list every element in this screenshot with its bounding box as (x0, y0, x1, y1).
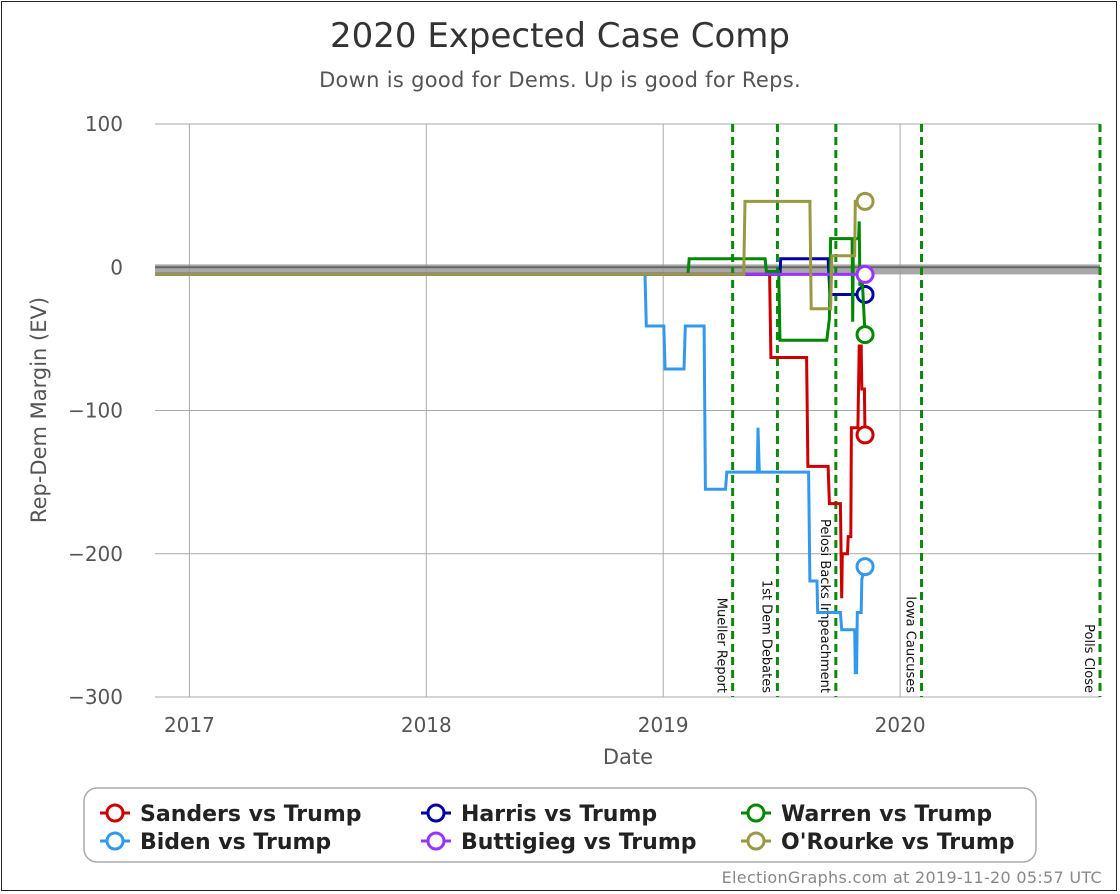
y-tick-label: 100 (85, 112, 123, 136)
legend-swatch-marker (105, 831, 125, 851)
y-tick-label: −100 (68, 399, 123, 423)
series-line (155, 257, 865, 296)
x-axis-label: Date (603, 745, 653, 769)
x-tick-label: 2020 (875, 713, 926, 737)
y-tick-label: 0 (110, 255, 123, 279)
legend: Sanders vs Trump Harris vs Trump Warren vs… (83, 787, 1037, 863)
legend-label: Buttigieg vs Trump (461, 830, 697, 855)
series-end-marker (855, 191, 875, 211)
series-line (155, 221, 867, 342)
legend-label: Biden vs Trump (140, 830, 331, 855)
chart-title: 2020 Expected Case Comp (330, 16, 790, 56)
legend-swatch-marker (746, 831, 766, 851)
event-label: Polls Close (1081, 624, 1096, 693)
legend-label: Harris vs Trump (461, 802, 657, 827)
credit-text: ElectionGraphs.com at 2019-11-20 05:57 U… (722, 868, 1102, 887)
y-axis-label: Rep-Dem Margin (EV) (27, 297, 51, 523)
series-end-marker (855, 557, 875, 577)
event-markers: Mueller Report 1st Dem Debates Pelosi Back… (714, 124, 1102, 697)
legend-swatch-marker (426, 831, 446, 851)
series-lines (155, 191, 875, 675)
legend-label: Warren vs Trump (781, 802, 992, 827)
legend-box (83, 787, 1037, 863)
event-label: Pelosi Backs Impeachment (817, 519, 832, 693)
series-end-marker (855, 425, 875, 445)
x-tick-label: 2019 (638, 713, 689, 737)
x-tick-label: 2018 (401, 713, 452, 737)
y-tick-label: −200 (68, 542, 123, 566)
series-line (155, 199, 865, 311)
series-line (155, 272, 867, 599)
event-label: Iowa Caucuses (903, 596, 918, 693)
series-end-marker (855, 325, 875, 345)
event-label: 1st Dem Debates (758, 580, 773, 693)
gridlines (155, 123, 1100, 698)
axis-ticks: 100 0 −100 −200 −300 2017 2018 2019 2020 (68, 112, 925, 737)
reference-band (155, 264, 1100, 275)
chart-subtitle: Down is good for Dems. Up is good for Re… (319, 68, 801, 92)
event-label: Mueller Report (714, 598, 729, 693)
legend-label: O'Rourke vs Trump (781, 830, 1015, 855)
legend-swatch-marker (426, 803, 446, 823)
y-tick-label: −300 (68, 685, 123, 709)
legend-swatch-marker (105, 803, 125, 823)
zero-band (155, 264, 1100, 275)
legend-swatch-marker (746, 803, 766, 823)
series-line (155, 272, 867, 675)
series-end-marker (855, 284, 875, 304)
x-tick-label: 2017 (164, 713, 215, 737)
series-end-marker (855, 264, 875, 284)
legend-label: Sanders vs Trump (140, 802, 362, 827)
